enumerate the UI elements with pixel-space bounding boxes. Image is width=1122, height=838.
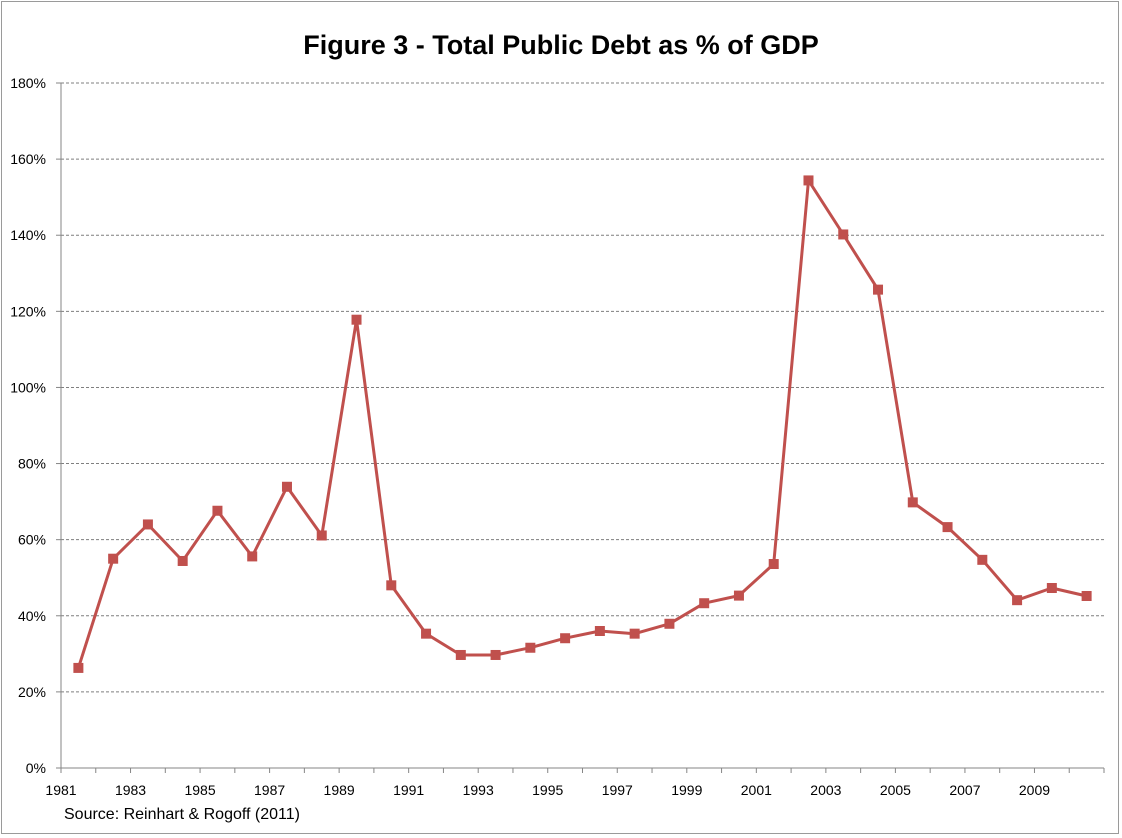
x-tick-label: 1997 [602,782,633,798]
y-tick-label: 60% [18,532,46,548]
x-tick-labels: 1981 1983 1985 1987 1989 1991 1993 1995 1997 1999… [45,782,1050,798]
data-point-1989 [351,314,362,325]
data-point-1993 [490,649,501,660]
data-point-2009 [1046,582,1057,593]
data-point-2006 [942,522,953,533]
data-point-2004 [873,284,884,295]
y-tick-label: 120% [10,303,46,319]
data-point-1984 [177,555,188,566]
x-tick-label: 1991 [393,782,424,798]
x-tick-label: 2009 [1019,782,1050,798]
y-tick-label: 40% [18,608,46,624]
y-tick-label: 80% [18,456,46,472]
data-point-1986 [247,551,258,562]
data-point-1998 [664,618,675,629]
data-point-2003 [838,229,849,240]
data-point-1996 [594,626,605,636]
x-tick-label: 1999 [671,782,702,798]
data-point-1992 [455,649,466,660]
x-tick-label: 1985 [184,782,215,798]
data-point-1995 [560,633,571,644]
series-line [76,178,1087,669]
data-point-2005 [907,497,918,508]
x-tick-label: 1993 [463,782,494,798]
data-point-1983 [142,519,153,530]
x-tick-label: 1989 [324,782,355,798]
data-point-1985 [212,505,223,516]
source-note: Source: Reinhart & Rogoff (2011) [64,806,300,823]
x-tick-label: 2001 [741,782,772,798]
y-tick-label: 100% [10,379,46,395]
y-tick-label: 180% [10,75,46,91]
data-point-1991 [421,628,432,639]
gridlines [61,82,1104,693]
data-point-2007 [977,554,988,565]
data-point-2008 [1012,595,1023,606]
y-tick-label: 0% [26,760,46,776]
data-point-1982 [108,553,119,564]
data-point-1988 [316,530,327,541]
data-point-2001 [768,559,779,570]
data-point-1987 [281,481,292,492]
x-tick-label: 1987 [254,782,285,798]
x-tick-label: 2005 [880,782,911,798]
axes [56,82,1105,773]
y-tick-label: 160% [10,151,46,167]
y-tick-label: 140% [10,227,46,243]
x-tick-label: 2007 [949,782,980,798]
y-tick-labels: 0% 20% 40% 60% 80% 100% 120% 140% 160% 180% [10,75,46,776]
x-tick-label: 1983 [115,782,146,798]
chart-title: Figure 3 - Total Public Debt as % of GDP [303,30,819,60]
x-tick-label: 2003 [810,782,841,798]
y-tick-label: 20% [18,684,46,700]
data-point-2010 [1081,590,1092,601]
data-point-1999 [699,598,710,609]
data-point-1990 [386,580,397,591]
data-point-1981 [73,662,84,673]
data-point-1997 [629,628,640,639]
x-tick-label: 1981 [45,782,76,798]
x-tick-label: 1995 [532,782,563,798]
data-point-2000 [733,590,744,601]
debt-series [73,175,1092,673]
data-point-2002 [803,175,814,186]
data-point-1994 [525,642,536,653]
